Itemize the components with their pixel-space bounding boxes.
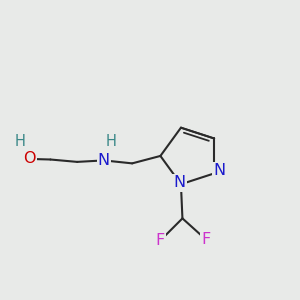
Text: N: N: [98, 153, 110, 168]
Text: F: F: [202, 232, 211, 247]
Text: N: N: [173, 175, 185, 190]
Text: H: H: [106, 134, 117, 149]
Text: N: N: [214, 163, 226, 178]
Text: H: H: [15, 134, 26, 148]
Text: F: F: [155, 233, 165, 248]
Text: O: O: [23, 152, 35, 166]
